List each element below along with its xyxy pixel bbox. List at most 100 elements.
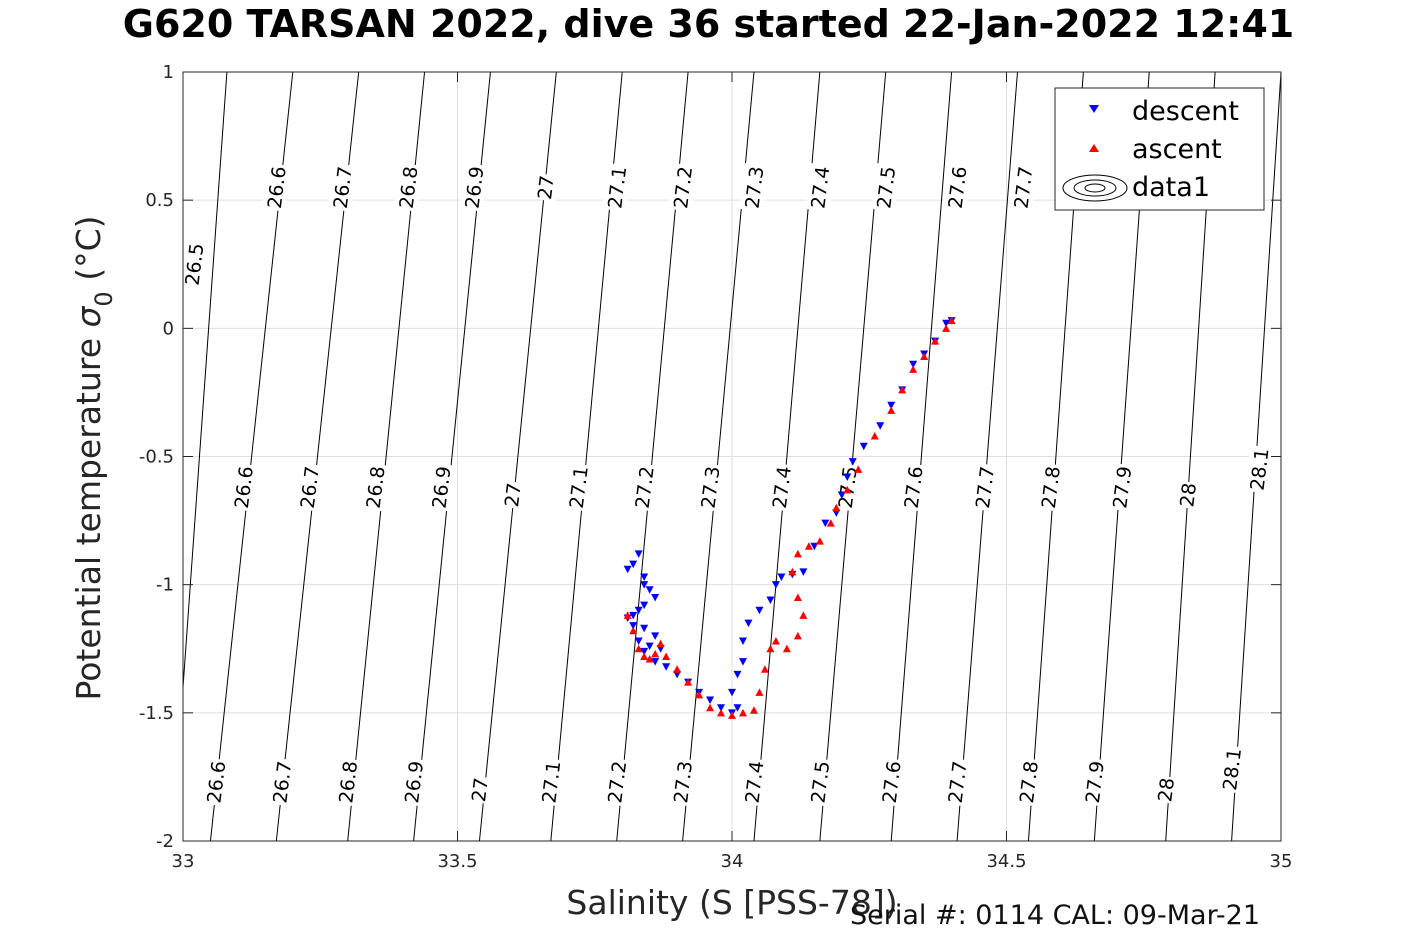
ascent-point bbox=[640, 652, 649, 660]
density-contour-label: 27.4 bbox=[739, 757, 769, 807]
y-axis-label-unit: (°C) bbox=[69, 216, 108, 292]
density-contour-label-bg bbox=[465, 775, 493, 805]
ascent-point bbox=[942, 324, 951, 332]
axis-ticks: 33 33.5 34 34.5 35 1 0.5 0 -0.5 -1 -1.5 -2 bbox=[139, 62, 1293, 872]
y-axis-label-subscript: 0 bbox=[90, 291, 118, 306]
density-contour-label-text: 27.1 bbox=[566, 465, 593, 510]
descent-point bbox=[777, 573, 786, 581]
legend-ascent-marker bbox=[1089, 144, 1099, 152]
ascent-point bbox=[804, 542, 813, 550]
chart-title: G620 TARSAN 2022, dive 36 started 22-Jan… bbox=[122, 2, 1295, 46]
density-contour-label-bg bbox=[459, 163, 489, 212]
density-contour-label-bg bbox=[327, 163, 357, 212]
ascent-point bbox=[673, 665, 682, 673]
ascent-point bbox=[920, 352, 929, 361]
density-contour-label-text: 26.6 bbox=[203, 760, 230, 805]
density-contour-label-bg bbox=[805, 757, 835, 807]
density-contour-label-text: 28 bbox=[1176, 482, 1201, 509]
ascent-point bbox=[656, 639, 665, 648]
legend-data1-label: data1 bbox=[1132, 172, 1210, 203]
density-contour-label-bg bbox=[536, 757, 566, 807]
density-contour-label-bg bbox=[360, 462, 390, 512]
density-contour-label-text: 27.9 bbox=[1082, 760, 1109, 805]
descent-point bbox=[728, 688, 736, 697]
density-contour-label-text: 27 bbox=[468, 777, 493, 804]
descent-point bbox=[645, 642, 654, 651]
ascent-point bbox=[832, 503, 841, 512]
density-contour-label-text: 26.9 bbox=[401, 760, 428, 805]
density-contour-label-text: 27.4 bbox=[741, 760, 768, 805]
density-contour-label-text: 27.4 bbox=[807, 165, 834, 210]
density-contour-label: 27.7 bbox=[969, 462, 1000, 512]
density-contour-label-text: 27.7 bbox=[1010, 165, 1037, 210]
density-contour-label-bg bbox=[601, 163, 632, 212]
descent-point bbox=[744, 619, 753, 628]
descent-point bbox=[629, 622, 638, 630]
descent-point bbox=[651, 593, 660, 602]
density-contour-label-text: 27.1 bbox=[538, 760, 565, 805]
descent-point bbox=[640, 573, 649, 581]
descent-point bbox=[738, 637, 747, 646]
density-contour-label: 27.9 bbox=[1107, 462, 1137, 512]
x-axis-label: Salinity (S [PSS-78]) bbox=[566, 883, 897, 922]
density-contour-label: 27.5 bbox=[805, 757, 835, 807]
density-contour-label-bg bbox=[695, 462, 725, 512]
density-contour-label: 27.1 bbox=[601, 163, 632, 212]
density-contour-label: 26.6 bbox=[228, 462, 259, 512]
ascent-point bbox=[793, 549, 802, 558]
density-contour-label-bg bbox=[1107, 462, 1137, 512]
descent-point bbox=[673, 670, 682, 679]
density-contour-label-bg bbox=[969, 462, 1000, 512]
density-contour-label-bg bbox=[739, 757, 769, 807]
descent-point bbox=[821, 519, 830, 528]
density-contour-label-bg bbox=[563, 462, 593, 512]
density-contour-label-text: 27.6 bbox=[879, 760, 906, 805]
density-contour-label: 27.6 bbox=[942, 163, 972, 212]
density-contour-label-bg bbox=[667, 757, 698, 807]
y-tick-label: 0.5 bbox=[145, 190, 174, 211]
ascent-point bbox=[909, 365, 918, 373]
ascent-point bbox=[793, 631, 802, 640]
descent-point bbox=[623, 565, 632, 574]
ascent-point bbox=[755, 688, 764, 696]
descent-point bbox=[640, 581, 649, 589]
density-contour-label-bg bbox=[1244, 445, 1274, 494]
ascent-point bbox=[887, 406, 896, 414]
density-contour-label: 27.3 bbox=[695, 462, 725, 512]
density-contour-label-text: 26.7 bbox=[297, 465, 324, 510]
density-contour-label-text: 27.5 bbox=[807, 760, 834, 805]
ascent-point bbox=[684, 678, 693, 686]
x-tick-label: 33.5 bbox=[437, 851, 477, 872]
density-contour-label: 27.1 bbox=[536, 757, 566, 807]
density-contour-label-text: 26.7 bbox=[330, 165, 357, 210]
density-contour-label: 27.8 bbox=[1013, 757, 1044, 807]
ascent-point bbox=[898, 385, 907, 394]
density-contour-label-bg bbox=[601, 757, 632, 807]
density-contour-label: 26.8 bbox=[393, 163, 423, 212]
descent-point bbox=[755, 606, 764, 615]
ascent-point bbox=[629, 626, 638, 635]
density-contour-label: 28 bbox=[1152, 775, 1180, 805]
descent-point bbox=[640, 601, 649, 610]
density-contour-label-text: 28.1 bbox=[1247, 447, 1274, 492]
legend-box bbox=[1054, 87, 1265, 211]
density-contour-label-bg bbox=[201, 757, 231, 807]
density-contour-label-text: 26.8 bbox=[335, 760, 362, 805]
density-contour-label-text: 26.9 bbox=[461, 165, 488, 210]
density-contour-label-text: 26.6 bbox=[264, 165, 291, 210]
density-contour-label-bg bbox=[898, 462, 928, 512]
ascent-point bbox=[706, 703, 715, 712]
density-contour-label-text: 27.2 bbox=[670, 165, 697, 210]
descent-point bbox=[909, 360, 918, 369]
descent-point bbox=[771, 581, 780, 589]
y-tick-label: 0 bbox=[163, 318, 174, 339]
density-contour-label-text: 26.6 bbox=[231, 465, 258, 510]
density-contour-label: 27.9 bbox=[1079, 757, 1110, 807]
density-contour-label: 26.7 bbox=[327, 163, 357, 212]
descent-point bbox=[887, 401, 896, 410]
density-contour-label: 27.7 bbox=[1008, 163, 1038, 212]
density-contour-label-bg bbox=[667, 163, 698, 212]
density-contour-label-text: 26.5 bbox=[181, 242, 208, 287]
descent-point bbox=[810, 542, 819, 551]
